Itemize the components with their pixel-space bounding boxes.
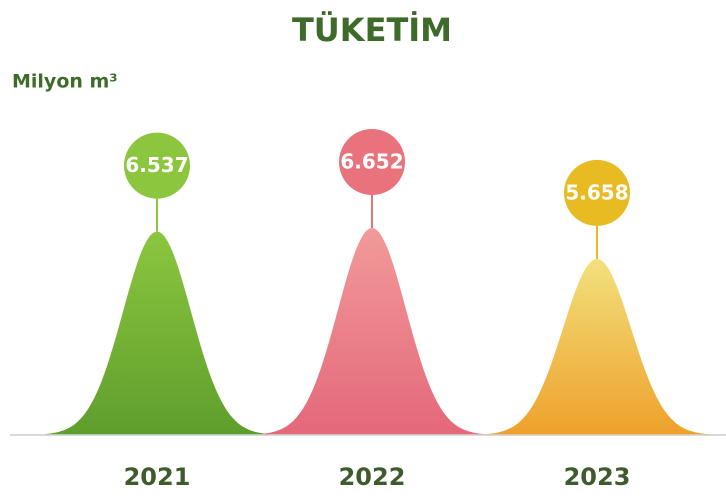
value-marker	[564, 159, 630, 226]
x-tick-label: 2022	[339, 463, 406, 491]
value-label: 6.652	[340, 150, 403, 174]
x-tick-label: 2021	[124, 463, 191, 491]
unit-label: Milyon m³	[12, 71, 118, 93]
value-label: 6.537	[125, 153, 188, 177]
value-label: 5.658	[565, 180, 628, 204]
value-marker	[124, 132, 190, 199]
value-marker	[339, 129, 405, 195]
bell	[482, 259, 712, 435]
x-tick-label: 2023	[564, 463, 631, 491]
bell	[257, 228, 487, 435]
bell	[42, 231, 272, 435]
chart-title: TÜKETİM	[292, 11, 452, 49]
